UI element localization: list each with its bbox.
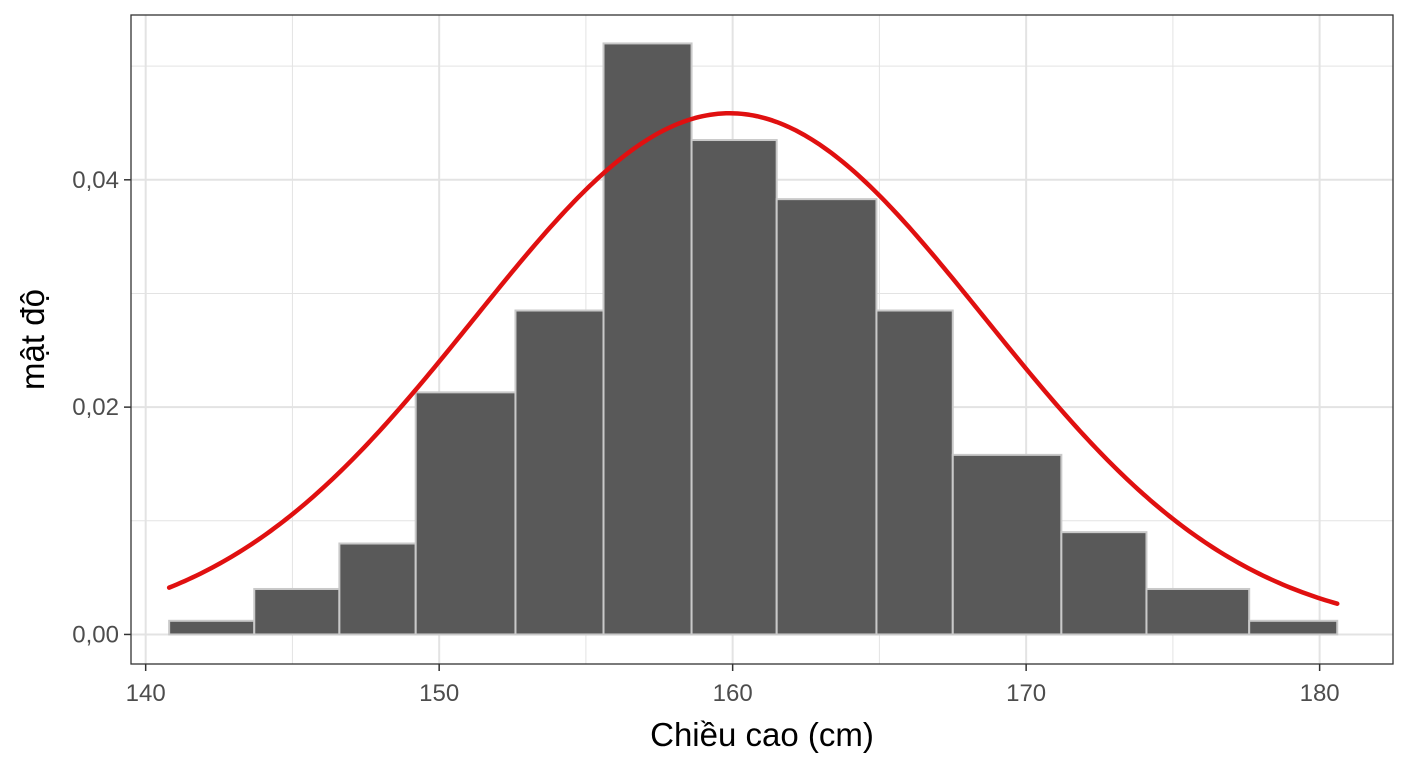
y-axis-ticks: 0,00 0,02 0,04 — [72, 167, 131, 648]
histogram-bar — [514, 309, 605, 636]
histogram-bar — [168, 619, 256, 636]
x-axis-title: Chiều cao (cm) — [650, 716, 874, 753]
x-axis-ticks: 140 150 160 170 180 — [126, 664, 1340, 707]
histogram-bar — [951, 453, 1063, 636]
normal-density-curve — [166, 111, 1340, 606]
y-tick-label: 0,02 — [72, 394, 119, 421]
histogram-bar — [1145, 587, 1251, 636]
histogram-bar — [253, 587, 341, 636]
histogram-bar — [602, 42, 693, 636]
histogram-bars — [168, 42, 1339, 636]
histogram-bar — [775, 198, 878, 636]
x-tick-label: 150 — [419, 680, 459, 707]
plot-panel-border — [130, 14, 1394, 665]
histogram-bar — [875, 309, 954, 636]
x-tick-label: 160 — [713, 680, 753, 707]
y-tick-label: 0,00 — [72, 621, 119, 648]
histogram-bar — [1248, 619, 1339, 636]
x-tick-label: 180 — [1300, 680, 1340, 707]
histogram-bar — [690, 139, 778, 636]
y-axis-title: mật độ — [14, 289, 51, 390]
y-tick-label: 0,04 — [72, 167, 119, 194]
x-tick-label: 170 — [1006, 680, 1046, 707]
histogram-bar — [338, 542, 417, 636]
density-curve-layer — [166, 111, 1340, 606]
histogram-bar — [1060, 531, 1148, 636]
histogram-bar — [414, 391, 517, 636]
x-tick-label: 140 — [126, 680, 166, 707]
